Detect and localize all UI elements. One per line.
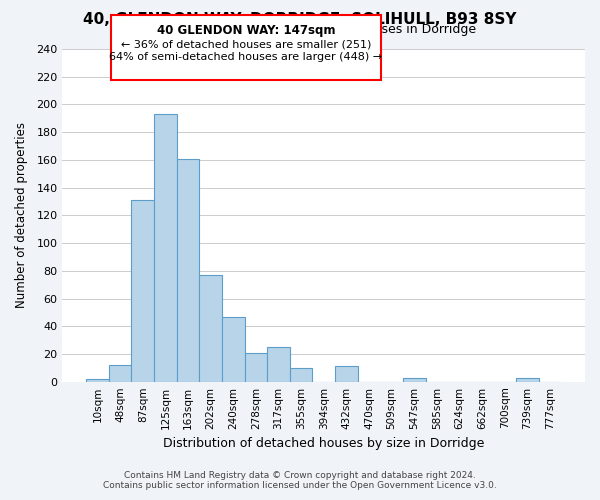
Text: Size of property relative to detached houses in Dorridge: Size of property relative to detached ho… xyxy=(124,22,476,36)
Bar xyxy=(154,114,176,382)
Bar xyxy=(335,366,358,382)
Text: Contains HM Land Registry data © Crown copyright and database right 2024.
Contai: Contains HM Land Registry data © Crown c… xyxy=(103,470,497,490)
Bar xyxy=(176,158,199,382)
Text: 40, GLENDON WAY, DORRIDGE, SOLIHULL, B93 8SY: 40, GLENDON WAY, DORRIDGE, SOLIHULL, B93… xyxy=(83,12,517,28)
Bar xyxy=(245,352,267,382)
Bar xyxy=(131,200,154,382)
Bar xyxy=(516,378,539,382)
Y-axis label: Number of detached properties: Number of detached properties xyxy=(15,122,28,308)
Bar xyxy=(403,378,425,382)
Bar xyxy=(109,365,131,382)
Bar xyxy=(222,316,245,382)
Bar xyxy=(290,368,313,382)
Bar xyxy=(199,275,222,382)
X-axis label: Distribution of detached houses by size in Dorridge: Distribution of detached houses by size … xyxy=(163,437,484,450)
Text: 40 GLENDON WAY: 147sqm: 40 GLENDON WAY: 147sqm xyxy=(157,24,335,37)
Bar xyxy=(86,379,109,382)
Text: 64% of semi-detached houses are larger (448) →: 64% of semi-detached houses are larger (… xyxy=(109,52,383,62)
Text: ← 36% of detached houses are smaller (251): ← 36% of detached houses are smaller (25… xyxy=(121,39,371,49)
Bar xyxy=(267,347,290,382)
